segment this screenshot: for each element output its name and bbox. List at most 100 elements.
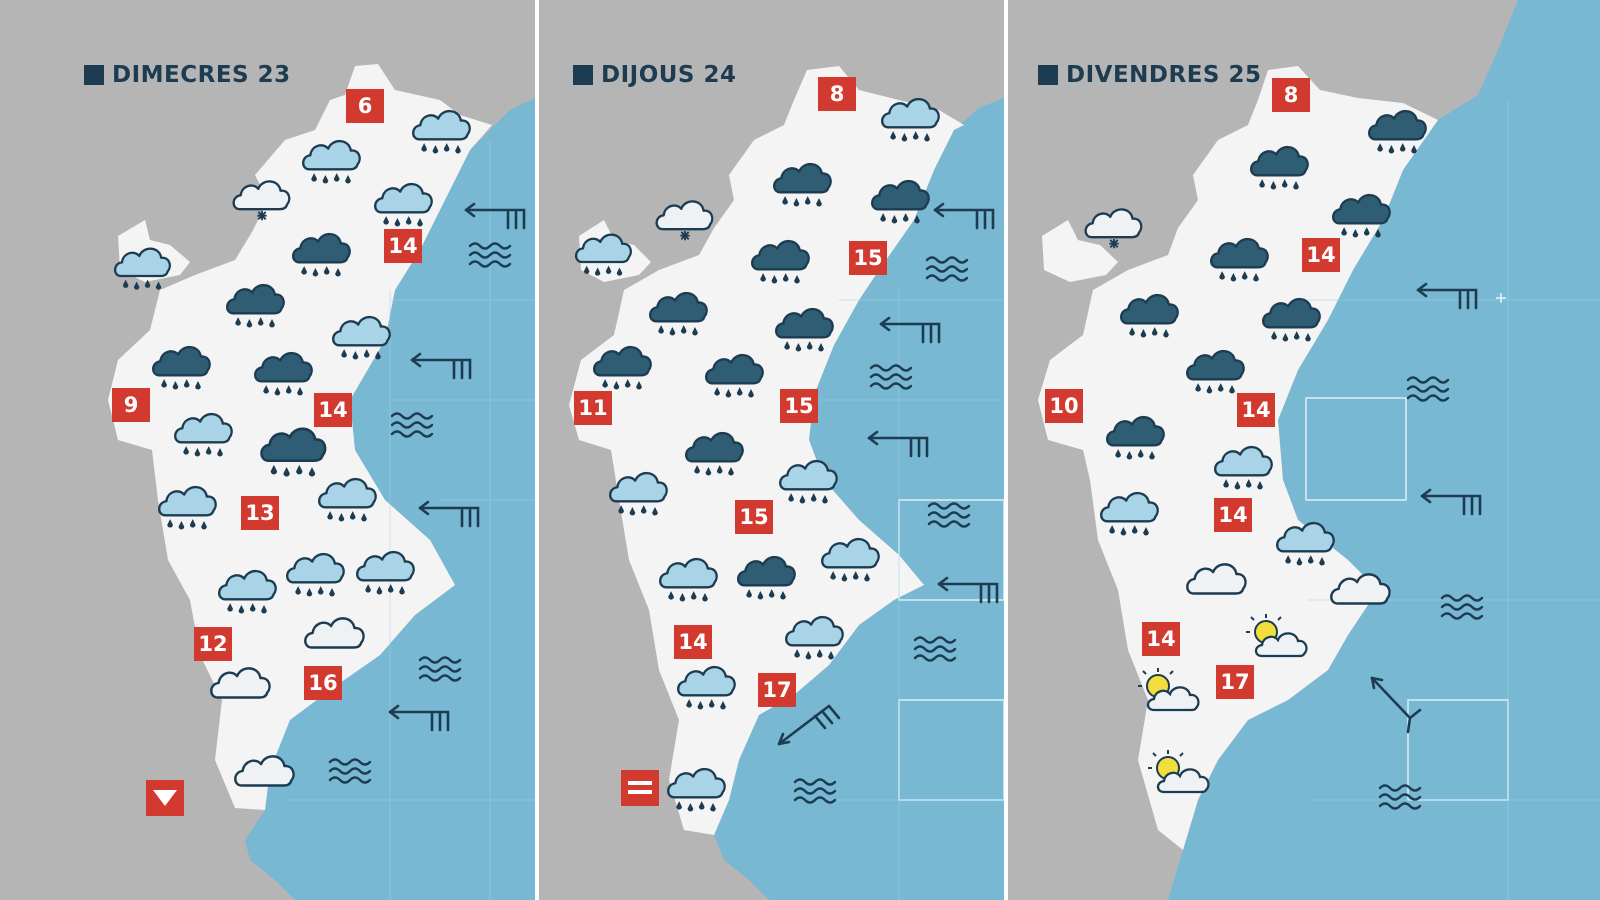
snow-cloud-icon xyxy=(232,180,291,221)
waves-icon xyxy=(1378,784,1422,810)
temperature-badge: 6 xyxy=(346,89,384,123)
heavy-rain-cloud-icon xyxy=(291,232,351,277)
forecast-panel-day-3: DIVENDRES 25 8 14 10 14 14 14 17 xyxy=(1008,0,1600,900)
rain-cloud-icon xyxy=(1099,491,1159,536)
waves-icon xyxy=(869,364,913,390)
waves-icon xyxy=(927,502,971,528)
rain-cloud-icon xyxy=(217,569,277,614)
heavy-rain-cloud-icon xyxy=(772,162,832,207)
temperature-badge: 9 xyxy=(112,388,150,422)
heavy-rain-cloud-icon xyxy=(1105,415,1165,460)
title-square-icon xyxy=(84,65,104,85)
equals-icon xyxy=(628,781,652,794)
temperature-badge: 12 xyxy=(194,627,232,661)
enclave-land xyxy=(1042,220,1118,282)
heavy-rain-cloud-icon xyxy=(253,351,313,396)
wind-arrow-icon xyxy=(418,500,480,528)
heavy-rain-cloud-icon xyxy=(1209,237,1269,282)
rain-cloud-icon xyxy=(113,247,171,290)
rain-cloud-icon xyxy=(658,557,718,602)
rain-cloud-icon xyxy=(608,471,668,516)
rain-cloud-icon xyxy=(317,477,377,522)
waves-icon xyxy=(418,656,462,682)
heavy-rain-cloud-icon xyxy=(704,353,764,398)
temperature-badge: 10 xyxy=(1045,389,1083,423)
temperature-badge: 14 xyxy=(674,625,712,659)
rain-cloud-icon xyxy=(820,537,880,582)
heavy-rain-cloud-icon xyxy=(1261,297,1321,342)
cloud-icon xyxy=(1330,573,1391,605)
rain-cloud-icon xyxy=(173,412,233,457)
wind-arrow-icon xyxy=(388,704,450,732)
forecast-panel-day-2: DIJOUS 24 8 15 11 15 15 14 17 xyxy=(539,0,1004,900)
temperature-badge: 14 xyxy=(1237,393,1275,427)
rain-cloud-icon xyxy=(285,552,345,597)
sun-cloud-icon xyxy=(1246,614,1308,658)
wind-arrow-icon xyxy=(777,704,841,746)
temperature-badge: 14 xyxy=(1142,622,1180,656)
temperature-badge: 8 xyxy=(818,77,856,111)
temperature-badge: 15 xyxy=(735,500,773,534)
waves-icon xyxy=(1440,594,1484,620)
rain-cloud-icon xyxy=(784,615,844,660)
cloud-icon xyxy=(1186,563,1247,595)
rain-cloud-icon xyxy=(355,550,415,595)
temperature-badge: 17 xyxy=(758,673,796,707)
rain-cloud-icon xyxy=(880,97,940,142)
day-title: DIVENDRES 25 xyxy=(1038,62,1262,88)
map-base xyxy=(1038,0,1600,900)
heavy-rain-cloud-icon xyxy=(750,239,810,284)
wind-arrow-icon xyxy=(1370,676,1422,734)
forecast-panel-day-1: DIMECRES 23 6 14 9 14 13 12 16 xyxy=(0,0,535,900)
heavy-rain-cloud-icon xyxy=(648,291,708,336)
temperature-badge: 11 xyxy=(574,391,612,425)
rain-cloud-icon xyxy=(778,459,838,504)
waves-icon xyxy=(913,636,957,662)
wind-arrow-icon xyxy=(464,202,526,230)
waves-icon xyxy=(1406,376,1450,402)
rain-cloud-icon xyxy=(1213,445,1273,490)
heavy-rain-cloud-icon xyxy=(774,307,834,352)
sun-cloud-icon xyxy=(1138,668,1200,712)
heavy-rain-cloud-icon xyxy=(1249,145,1309,190)
snow-cloud-icon xyxy=(1084,208,1143,249)
heavy-rain-cloud-icon xyxy=(870,179,930,224)
down-triangle-icon xyxy=(153,790,177,806)
heavy-rain-cloud-icon xyxy=(684,431,744,476)
rain-cloud-icon xyxy=(157,485,217,530)
waves-icon xyxy=(793,778,837,804)
rain-cloud-icon xyxy=(373,182,433,227)
day-title: DIJOUS 24 xyxy=(573,62,737,88)
temperature-badge: 14 xyxy=(384,229,422,263)
day-title-text: DIJOUS 24 xyxy=(601,62,737,88)
day-title-text: DIVENDRES 25 xyxy=(1066,62,1262,88)
down-triangle-icon xyxy=(146,780,184,816)
temperature-badge: 8 xyxy=(1272,78,1310,112)
heavy-rain-cloud-icon xyxy=(1119,293,1179,338)
heavy-rain-cloud-icon xyxy=(1185,349,1245,394)
wind-arrow-icon xyxy=(867,430,929,458)
heavy-rain-cloud-icon xyxy=(1367,109,1427,154)
title-square-icon xyxy=(1038,65,1058,85)
rain-cloud-icon xyxy=(301,139,361,184)
sun-cloud-icon xyxy=(1148,750,1210,794)
waves-icon xyxy=(390,412,434,438)
temperature-badge: 15 xyxy=(849,241,887,275)
day-title-text: DIMECRES 23 xyxy=(112,62,291,88)
wind-arrow-icon xyxy=(410,352,472,380)
waves-icon xyxy=(925,256,969,282)
sea-area xyxy=(1168,0,1600,900)
temperature-badge: 16 xyxy=(304,666,342,700)
heavy-rain-cloud-icon xyxy=(736,555,796,600)
rain-cloud-icon xyxy=(666,767,726,812)
rain-cloud-icon xyxy=(574,233,632,276)
equals-icon xyxy=(621,770,659,806)
wind-arrow-icon xyxy=(937,576,999,604)
rain-cloud-icon xyxy=(331,315,391,360)
rain-cloud-icon xyxy=(676,665,736,710)
cloud-icon xyxy=(304,617,365,649)
cloud-icon xyxy=(234,755,295,787)
temperature-badge: 17 xyxy=(1216,665,1254,699)
rain-cloud-icon xyxy=(1275,521,1335,566)
